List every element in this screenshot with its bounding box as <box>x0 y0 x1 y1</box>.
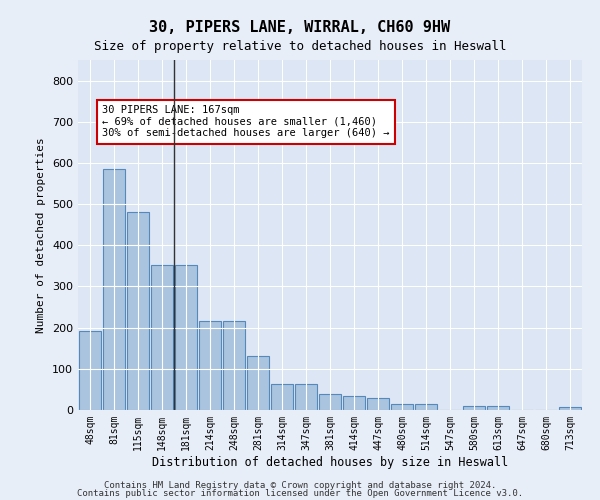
Bar <box>223 322 245 410</box>
Bar <box>295 384 317 410</box>
Bar <box>175 264 197 410</box>
Bar <box>247 356 269 410</box>
Text: Contains HM Land Registry data © Crown copyright and database right 2024.: Contains HM Land Registry data © Crown c… <box>104 481 496 490</box>
Bar <box>415 404 437 410</box>
Bar <box>367 398 389 410</box>
X-axis label: Distribution of detached houses by size in Heswall: Distribution of detached houses by size … <box>152 456 508 468</box>
Bar <box>199 322 221 410</box>
Bar <box>271 384 293 410</box>
Bar <box>127 212 149 410</box>
Text: Size of property relative to detached houses in Heswall: Size of property relative to detached ho… <box>94 40 506 53</box>
Bar <box>463 406 485 410</box>
Bar <box>151 265 173 410</box>
Bar <box>391 404 413 410</box>
Text: Contains public sector information licensed under the Open Government Licence v3: Contains public sector information licen… <box>77 488 523 498</box>
Bar <box>319 394 341 410</box>
Y-axis label: Number of detached properties: Number of detached properties <box>37 137 46 333</box>
Text: 30, PIPERS LANE, WIRRAL, CH60 9HW: 30, PIPERS LANE, WIRRAL, CH60 9HW <box>149 20 451 35</box>
Bar <box>343 396 365 410</box>
Bar <box>79 331 101 410</box>
Text: 30 PIPERS LANE: 167sqm
← 69% of detached houses are smaller (1,460)
30% of semi-: 30 PIPERS LANE: 167sqm ← 69% of detached… <box>102 106 389 138</box>
Bar <box>559 406 581 410</box>
Bar <box>103 169 125 410</box>
Bar <box>487 406 509 410</box>
